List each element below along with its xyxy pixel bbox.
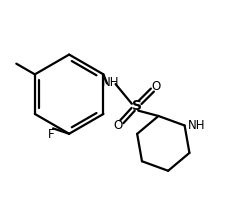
Text: O: O <box>114 119 123 132</box>
Text: O: O <box>151 80 161 93</box>
Text: F: F <box>48 128 54 141</box>
Text: NH: NH <box>188 119 205 132</box>
Text: NH: NH <box>102 76 120 89</box>
Text: S: S <box>132 99 141 113</box>
